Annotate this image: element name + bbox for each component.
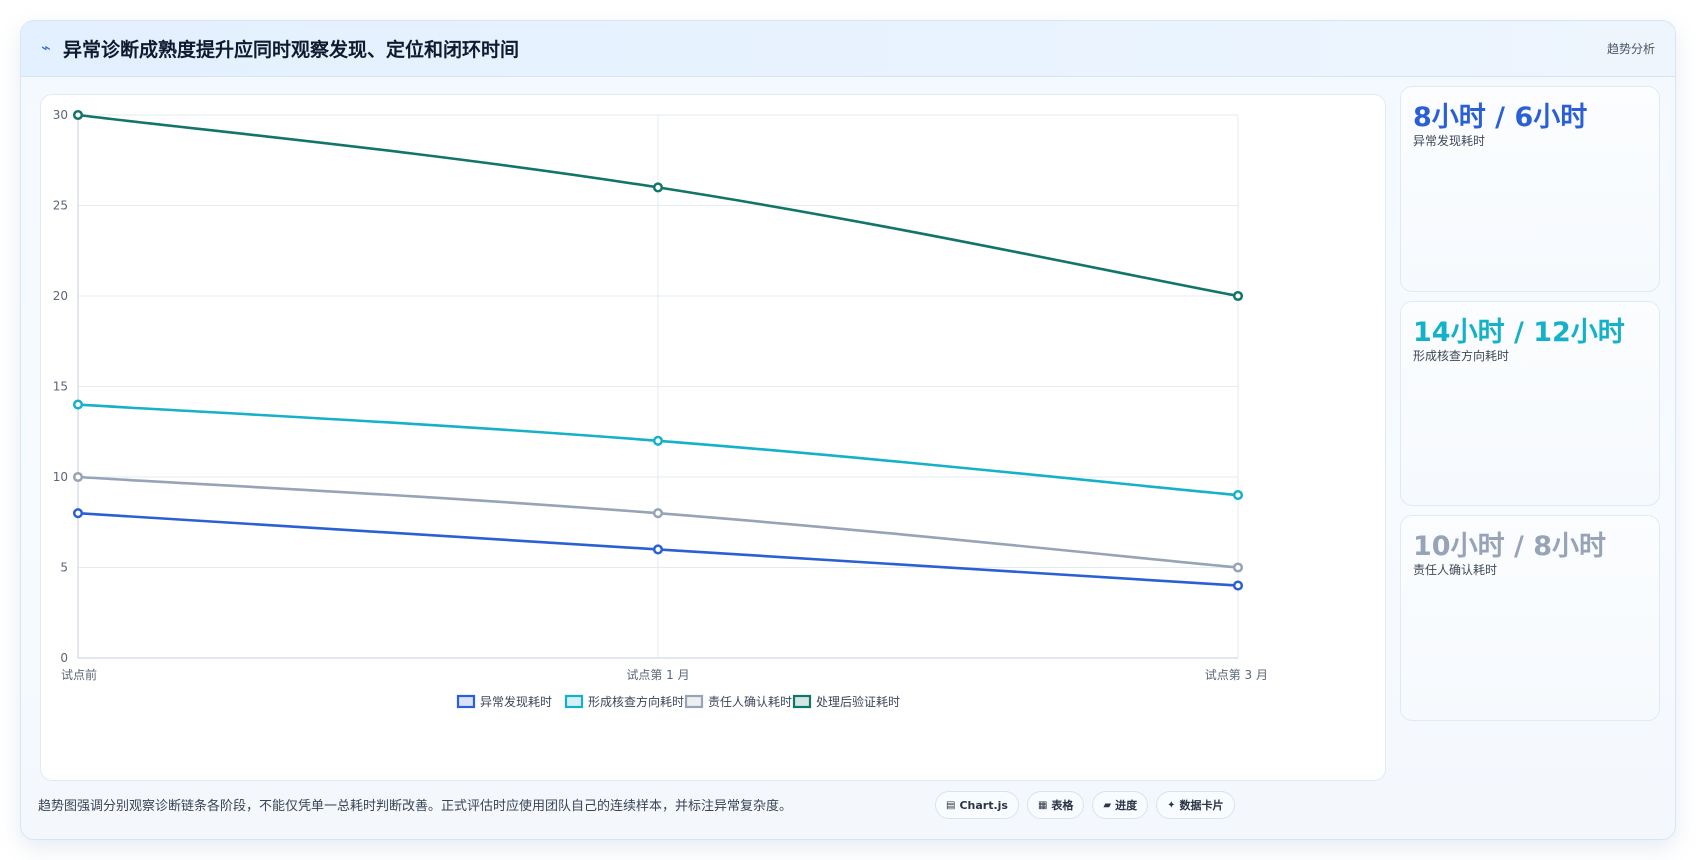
legend-swatch <box>564 694 584 709</box>
data-point <box>72 109 84 121</box>
y-tick-label: 10 <box>53 470 68 484</box>
data-point <box>1232 490 1244 501</box>
data-point <box>1232 562 1244 573</box>
legend-label: 责任人确认耗时 <box>708 695 792 709</box>
legend-swatch <box>684 694 704 709</box>
y-tick-label: 15 <box>53 380 68 394</box>
data-point <box>652 508 664 519</box>
table-icon: ▦ <box>1037 799 1048 811</box>
data-point <box>72 508 84 519</box>
metric-label: 责任人确认耗时 <box>1413 563 1498 577</box>
metric-card-discovery: 8小时 / 6小时 异常发现耗时 <box>1400 86 1660 292</box>
legend-label: 形成核查方向耗时 <box>588 694 684 709</box>
data-point <box>652 544 664 555</box>
chip-chartjs[interactable]: ▤ Chart.js <box>935 791 1019 819</box>
y-tick-label: 5 <box>60 561 68 575</box>
chip-group: ▤ Chart.js ▦ 表格 ▰ 进度 ✦ 数据卡片 <box>935 791 1235 819</box>
legend-label: 异常发现耗时 <box>480 694 552 709</box>
y-tick-label: 25 <box>53 199 68 213</box>
metric-value: 8小时 / 6小时 <box>1413 102 1588 133</box>
data-point <box>652 435 664 446</box>
legend-label: 处理后验证耗时 <box>816 694 900 709</box>
x-tick-label: 试点第 3 月 <box>1205 667 1268 682</box>
x-tick-label: 试点第 1 月 <box>626 667 689 682</box>
chart-panel: 0 5 10 15 20 25 30 试点前 试点第 1 月 试点第 3 月异常发现耗时 形成核查方… <box>40 94 1386 781</box>
data-point <box>1232 580 1244 591</box>
metric-label: 异常发现耗时 <box>1413 134 1486 148</box>
legend-swatch <box>456 694 476 709</box>
metric-card-direction: 14小时 / 12小时 形成核查方向耗时 <box>1400 301 1660 506</box>
chip-data-card[interactable]: ✦ 数据卡片 <box>1156 791 1235 819</box>
chip-label: 数据卡片 <box>1179 799 1224 812</box>
footnote: 趋势图强调分别观察诊断链条各阶段，不能仅凭单一总耗时判断改善。正式评估时应使用团… <box>38 799 793 814</box>
metric-value: 10小时 / 8小时 <box>1413 531 1607 562</box>
metric-card-confirm: 10小时 / 8小时 责任人确认耗时 <box>1400 515 1660 721</box>
trend-icon: ⌁ <box>41 38 51 57</box>
chart-card: ⌁ 异常诊断成熟度提升应同时观察发现、定位和闭环时间 趋势分析 0 5 10 15 20… <box>20 20 1676 840</box>
chip-table[interactable]: ▦ 表格 <box>1026 791 1085 819</box>
card-header: ⌁ 异常诊断成熟度提升应同时观察发现、定位和闭环时间 趋势分析 <box>21 21 1675 77</box>
legend-swatch <box>792 694 812 709</box>
chip-label: Chart.js <box>959 798 1008 812</box>
chip-progress[interactable]: ▰ 进度 <box>1092 791 1149 819</box>
progress-icon: ▰ <box>1103 799 1112 811</box>
y-tick-label: 0 <box>60 651 68 665</box>
y-tick-label: 20 <box>53 289 68 303</box>
page-title: 异常诊断成熟度提升应同时观察发现、定位和闭环时间 <box>63 39 520 61</box>
data-point <box>72 471 84 483</box>
chart-icon: ▤ <box>946 799 956 811</box>
chip-label: 表格 <box>1051 799 1074 812</box>
header-tag: 趋势分析 <box>1606 42 1655 56</box>
data-point <box>652 182 664 193</box>
x-tick-label: 试点前 <box>61 667 97 682</box>
metric-value: 14小时 / 12小时 <box>1413 317 1625 348</box>
y-tick-label: 30 <box>53 108 68 122</box>
metric-label: 形成核查方向耗时 <box>1413 349 1510 363</box>
data-point <box>72 399 84 410</box>
data-card-icon: ✦ <box>1167 799 1176 811</box>
data-point <box>1232 290 1244 302</box>
chip-label: 进度 <box>1115 799 1138 812</box>
